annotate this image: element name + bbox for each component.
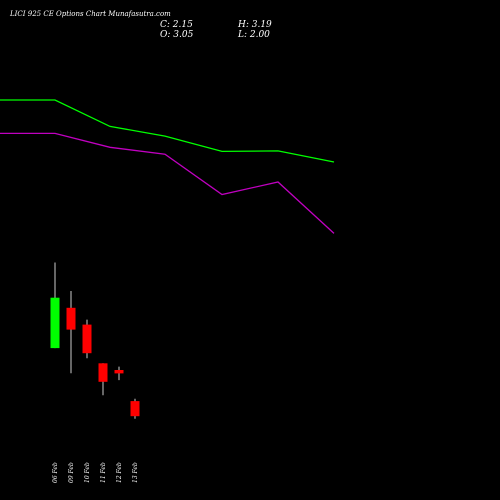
x-tick-label: 13 Feb (132, 462, 139, 483)
x-tick-label: 11 Feb (100, 462, 107, 483)
candle-body-12-feb (114, 370, 124, 374)
chart-title: LICI 925 CE Options Chart Munafasutra.co… (9, 10, 171, 18)
x-tick-label: 09 Feb (68, 462, 75, 483)
candle-body-10-feb (82, 324, 92, 354)
close-readout: C: 2.15 (160, 20, 193, 30)
candlesticks (50, 262, 140, 419)
candle-body-11-feb (98, 363, 108, 382)
x-tick-label: 06 Feb (52, 462, 59, 483)
x-tick-label: 10 Feb (84, 462, 91, 483)
open-readout: O: 3.05 (160, 30, 194, 40)
candle-body-06-feb (50, 297, 60, 349)
x-axis-labels: 06 Feb 09 Feb 10 Feb 11 Feb 12 Feb 13 Feb (52, 462, 139, 483)
high-readout: H: 3.19 (237, 20, 272, 30)
low-readout: L: 2.00 (237, 30, 270, 40)
candle-body-13-feb (130, 401, 140, 417)
indicator-line-2 (0, 132, 335, 234)
indicator-lines (0, 99, 335, 234)
candle-body-09-feb (66, 307, 76, 330)
indicator-line-1 (0, 99, 335, 163)
x-tick-label: 12 Feb (116, 462, 123, 483)
